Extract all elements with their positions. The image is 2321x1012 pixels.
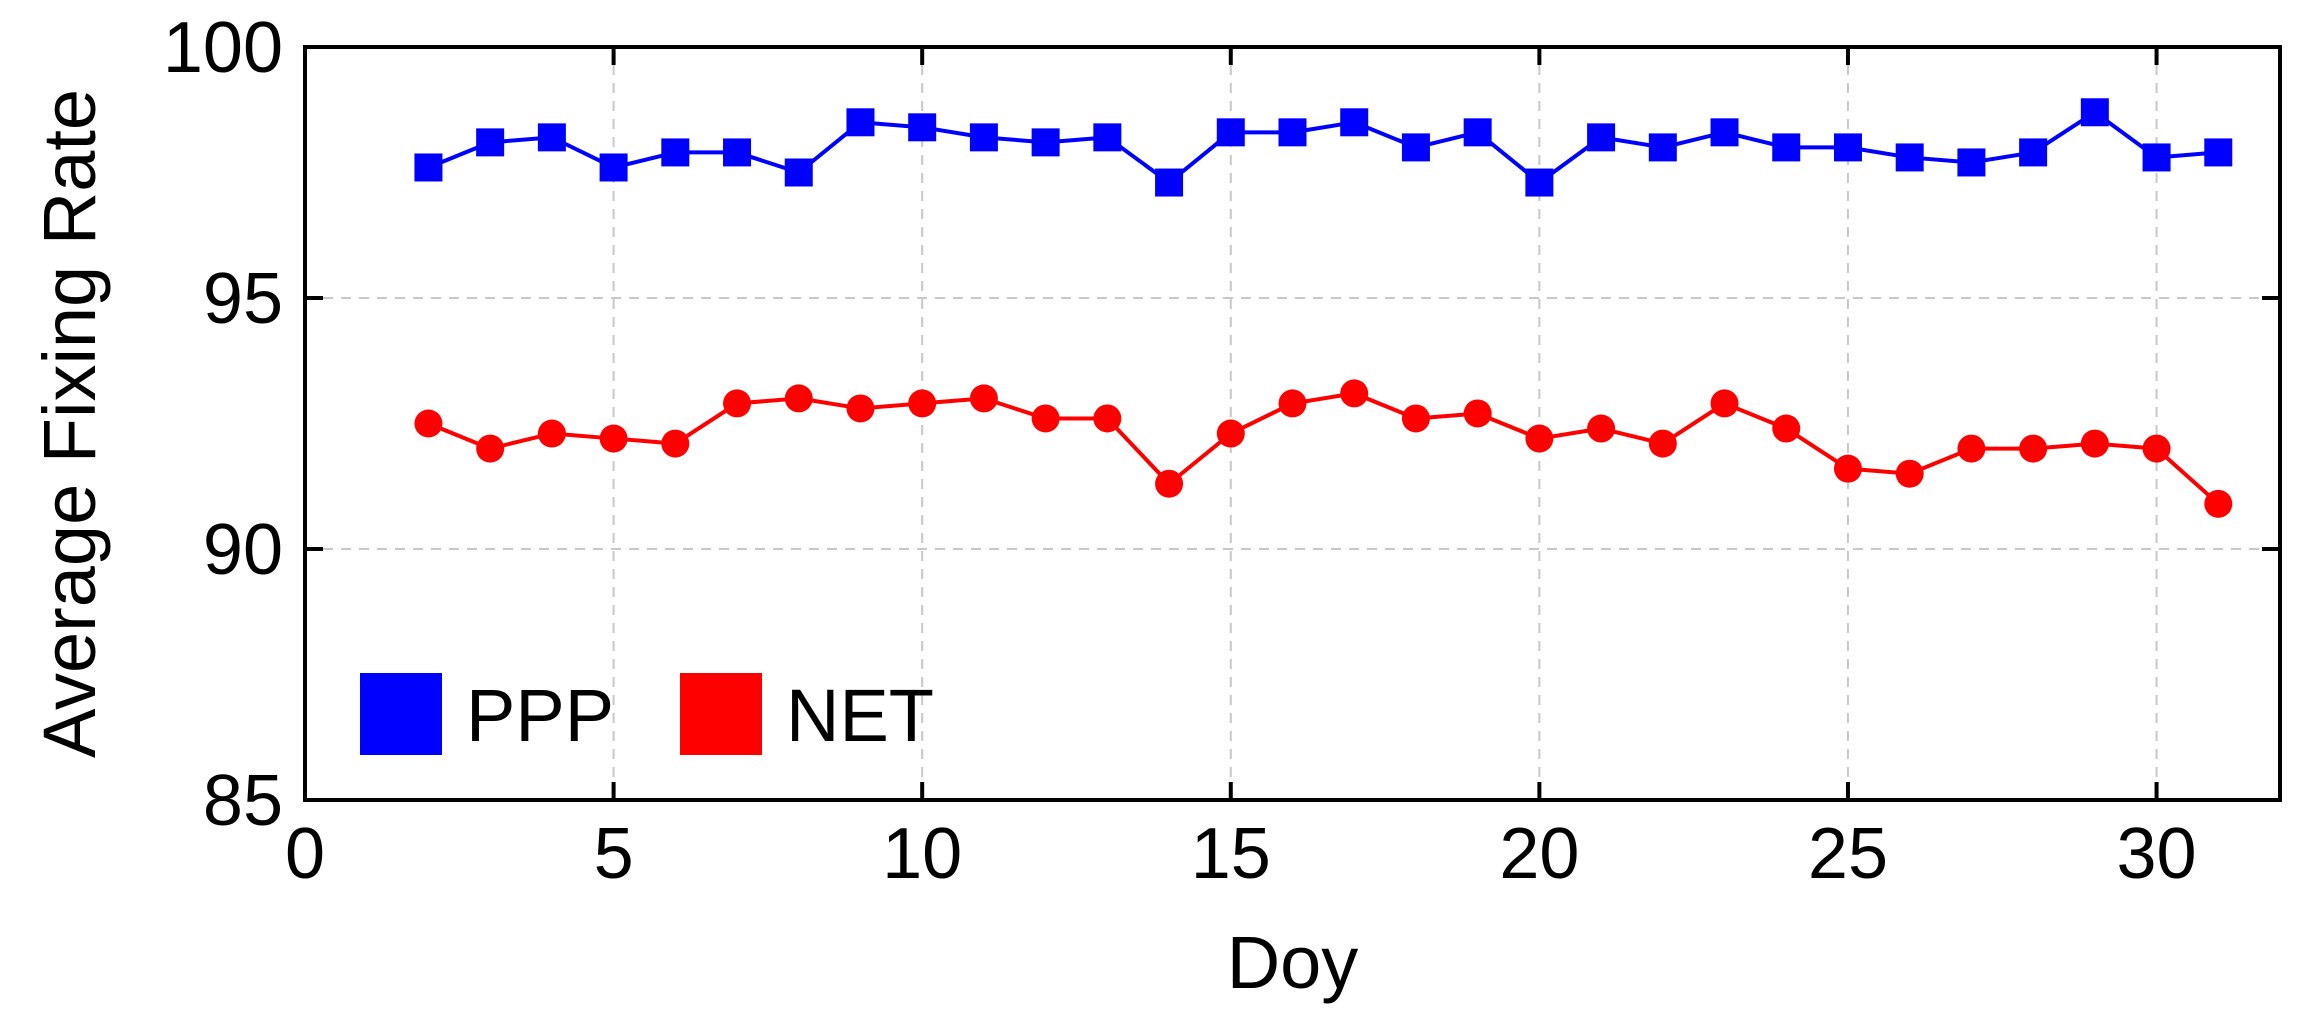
series-line-net — [427, 391, 2220, 506]
series-ppp — [414, 98, 2233, 197]
data-point-net — [414, 409, 443, 438]
x-tick-label: 5 — [594, 814, 634, 894]
x-tick-label: 15 — [1191, 814, 1271, 894]
series-net — [414, 379, 2233, 518]
data-point-ppp — [599, 153, 628, 182]
data-point-ppp — [1093, 123, 1122, 152]
data-point-ppp — [1278, 118, 1307, 147]
data-point-ppp — [1710, 118, 1739, 147]
data-point-ppp — [1772, 133, 1801, 162]
plot-frame — [303, 45, 2282, 802]
data-point-net — [1957, 434, 1986, 463]
data-point-ppp — [1587, 123, 1616, 152]
data-point-net — [1648, 429, 1677, 458]
data-point-ppp — [2204, 138, 2233, 167]
data-point-net — [476, 434, 505, 463]
data-point-net — [1278, 389, 1307, 418]
data-point-ppp — [1155, 168, 1184, 197]
data-point-net — [1093, 404, 1122, 433]
data-point-net — [661, 429, 690, 458]
x-axis-label: Doy — [1227, 921, 1359, 1004]
x-tick-label: 0 — [285, 814, 325, 894]
legend-swatch-ppp — [360, 673, 442, 755]
data-point-net — [1895, 459, 1924, 488]
data-point-ppp — [908, 113, 937, 142]
data-point-net — [1772, 414, 1801, 443]
data-point-net — [1833, 454, 1862, 483]
data-point-net — [1216, 419, 1245, 448]
data-point-net — [599, 424, 628, 453]
data-point-ppp — [846, 108, 875, 137]
data-point-ppp — [1340, 108, 1369, 137]
x-tick-label: 25 — [1808, 814, 1888, 894]
data-point-ppp — [1031, 128, 1060, 157]
legend-item-net: NET — [680, 673, 934, 757]
data-point-ppp — [2080, 98, 2109, 127]
x-tick-label: 10 — [882, 814, 962, 894]
x-tick-label: 30 — [2117, 814, 2197, 894]
data-point-ppp — [661, 138, 690, 167]
data-point-ppp — [414, 153, 443, 182]
legend: PPP NET — [360, 673, 934, 757]
data-point-ppp — [1957, 148, 1986, 177]
data-point-ppp — [2019, 138, 2048, 167]
data-point-net — [1155, 469, 1184, 498]
data-point-net — [1525, 424, 1554, 453]
y-tick-label: 90 — [203, 510, 283, 590]
y-tick-label: 85 — [203, 761, 283, 841]
data-point-ppp — [1895, 143, 1924, 172]
legend-label-net: NET — [786, 674, 934, 757]
grid — [305, 47, 2280, 800]
series-layer — [414, 98, 2233, 518]
y-tick-label: 95 — [203, 259, 283, 339]
data-point-net — [784, 384, 813, 413]
legend-item-ppp: PPP — [360, 673, 614, 757]
data-point-ppp — [476, 128, 505, 157]
data-point-net — [908, 389, 937, 418]
data-point-net — [1587, 414, 1616, 443]
data-point-net — [1710, 389, 1739, 418]
data-point-ppp — [537, 123, 566, 152]
y-axis-label: Average Fixing Rate — [28, 89, 111, 758]
data-point-ppp — [723, 138, 752, 167]
data-point-net — [2080, 429, 2109, 458]
legend-label-ppp: PPP — [466, 674, 614, 757]
data-point-ppp — [1833, 133, 1862, 162]
y-tick-label: 100 — [163, 8, 283, 88]
data-point-net — [2142, 434, 2171, 463]
data-point-ppp — [969, 123, 998, 152]
axis-ticks: 0 5 10 15 20 25 30 85 90 95 100 — [163, 8, 2280, 894]
data-point-net — [846, 394, 875, 423]
series-line-ppp — [427, 110, 2219, 185]
data-point-ppp — [1401, 133, 1430, 162]
legend-swatch-net — [680, 673, 762, 755]
data-point-ppp — [1525, 168, 1554, 197]
data-point-net — [723, 389, 752, 418]
data-point-ppp — [1463, 118, 1492, 147]
data-point-net — [969, 384, 998, 413]
data-point-net — [1463, 399, 1492, 428]
data-point-ppp — [1216, 118, 1245, 147]
data-point-ppp — [784, 158, 813, 187]
data-point-net — [2204, 489, 2233, 518]
data-point-net — [1401, 404, 1430, 433]
data-point-net — [2019, 434, 2048, 463]
data-point-ppp — [1648, 133, 1677, 162]
data-point-ppp — [2142, 143, 2171, 172]
data-point-net — [1031, 404, 1060, 433]
data-point-net — [537, 419, 566, 448]
x-tick-label: 20 — [1499, 814, 1579, 894]
data-point-net — [1340, 379, 1369, 408]
